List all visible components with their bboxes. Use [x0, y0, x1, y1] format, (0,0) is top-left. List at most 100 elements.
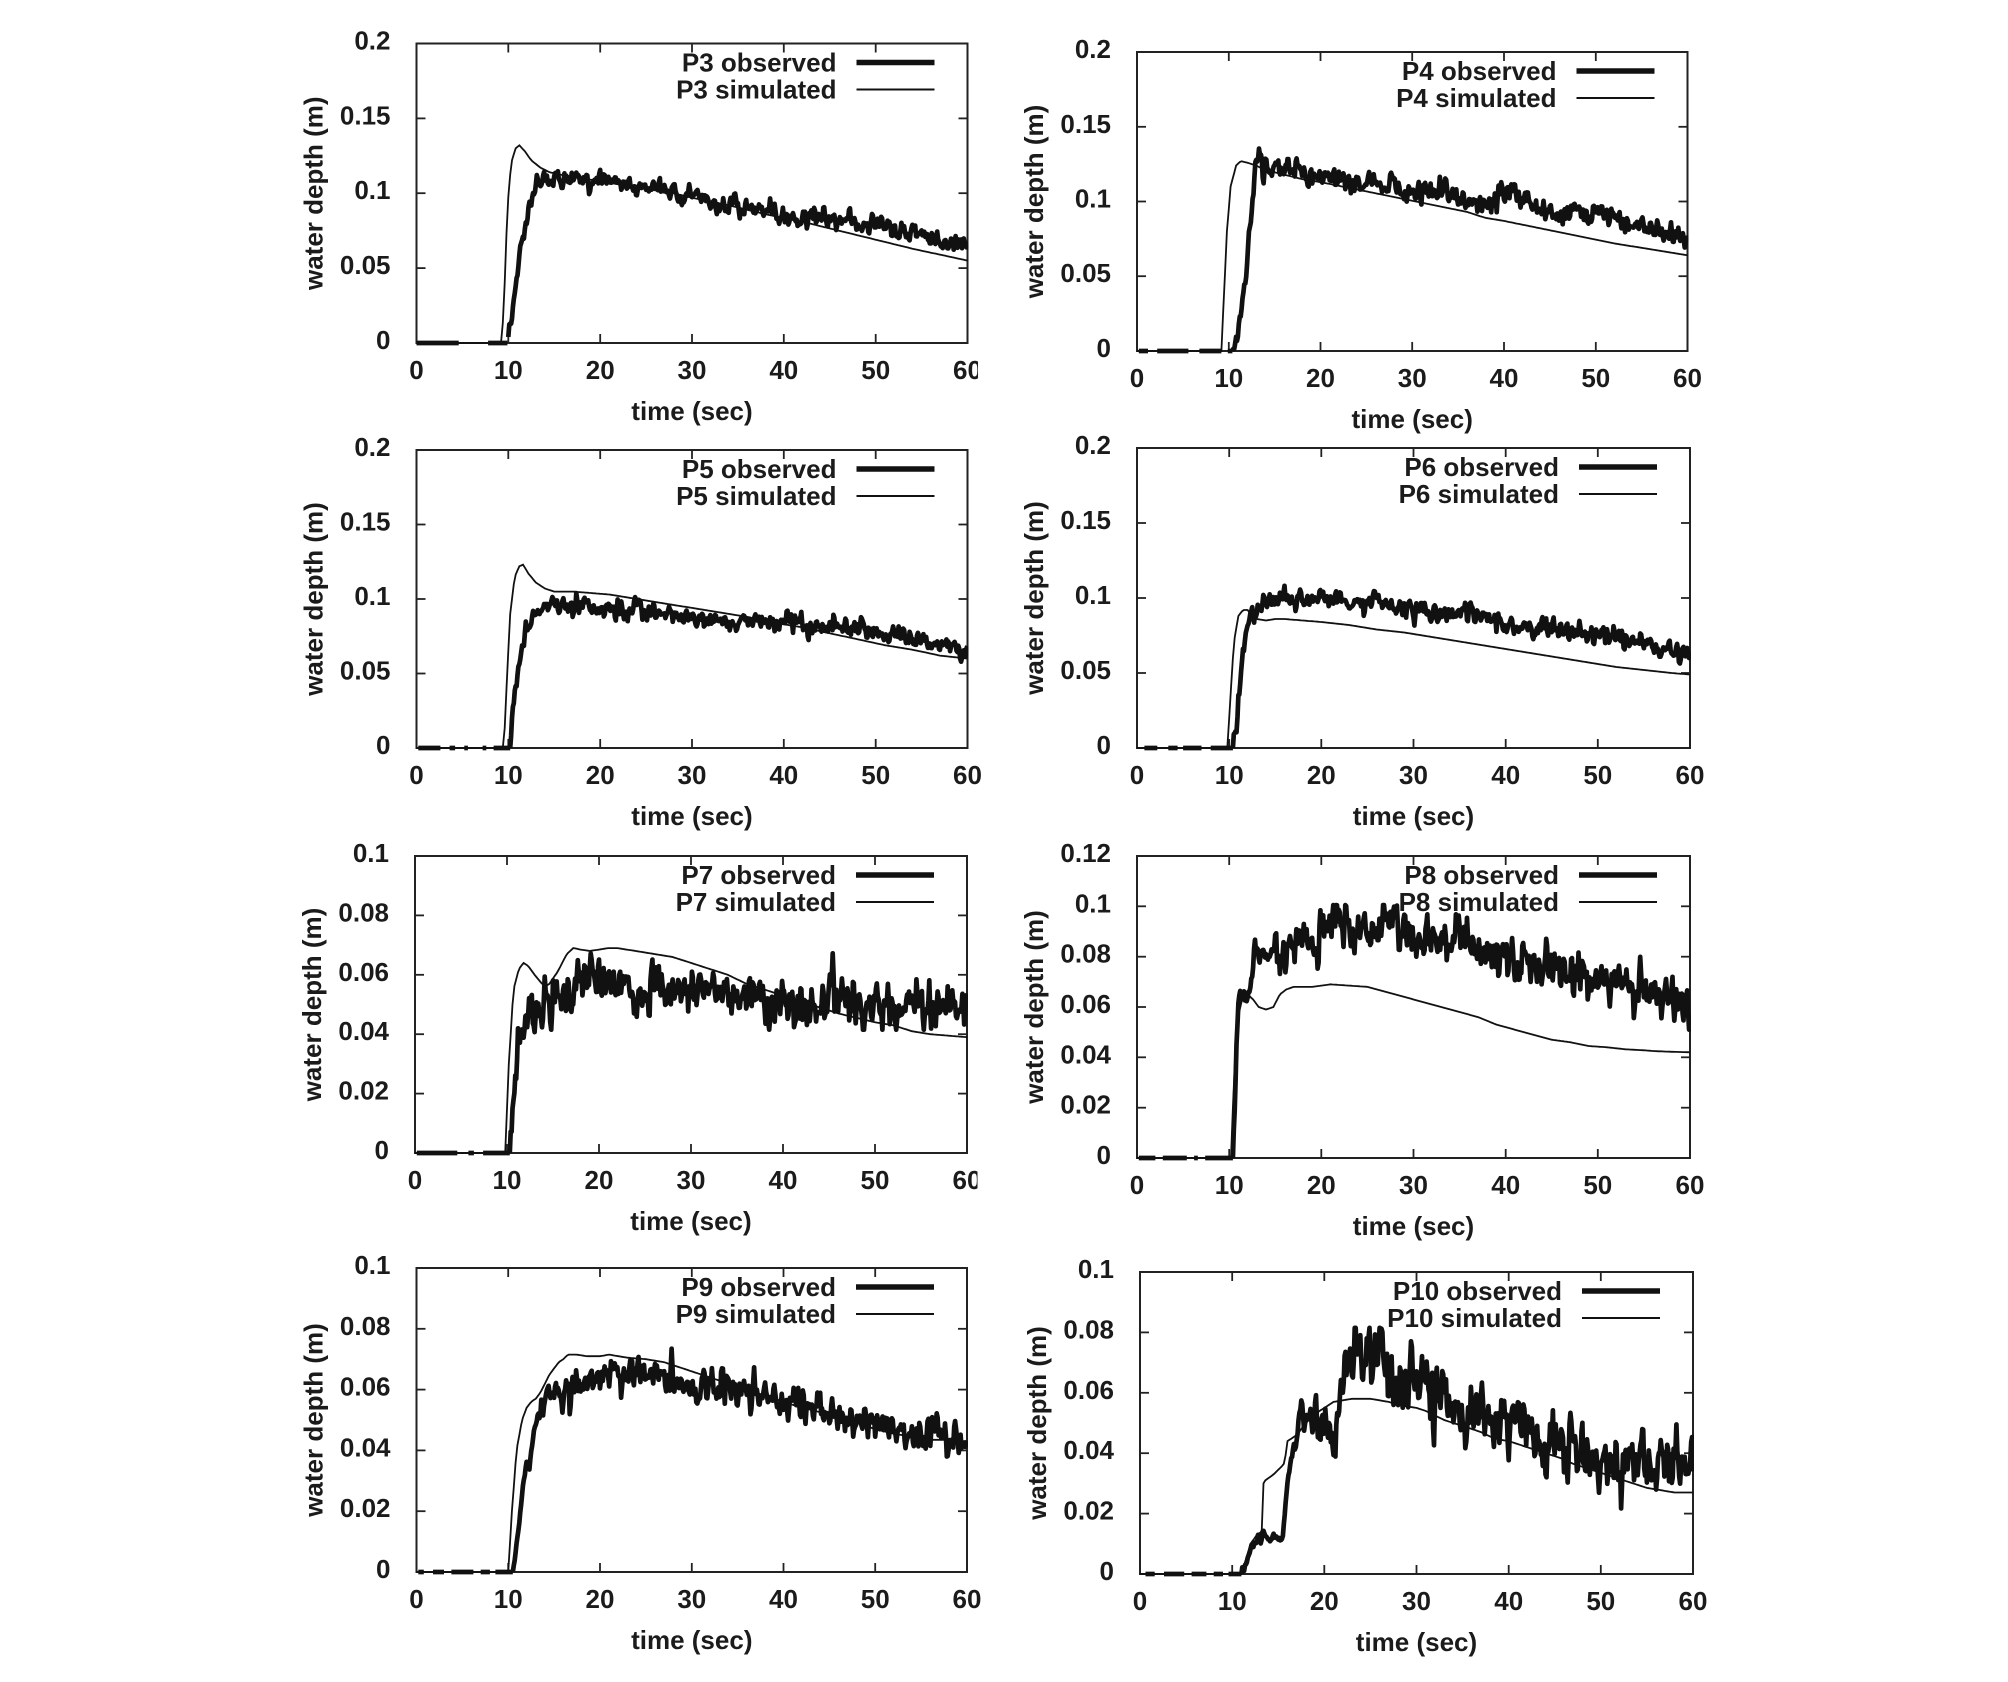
- svg-text:30: 30: [678, 760, 707, 790]
- svg-text:P6 simulated: P6 simulated: [1399, 479, 1559, 509]
- svg-text:40: 40: [1491, 760, 1520, 790]
- svg-text:60: 60: [1676, 760, 1705, 790]
- svg-text:10: 10: [494, 355, 523, 385]
- svg-text:0: 0: [1097, 1140, 1111, 1170]
- svg-text:50: 50: [861, 760, 890, 790]
- svg-text:0.1: 0.1: [354, 1250, 390, 1280]
- svg-text:0.1: 0.1: [354, 175, 390, 205]
- svg-text:30: 30: [1402, 1586, 1431, 1616]
- svg-text:0.06: 0.06: [1063, 1375, 1114, 1405]
- svg-text:20: 20: [1306, 363, 1335, 393]
- svg-text:water depth (m): water depth (m): [299, 96, 329, 291]
- svg-text:water depth (m): water depth (m): [1022, 1326, 1052, 1521]
- svg-text:0.1: 0.1: [353, 838, 389, 868]
- svg-text:0.05: 0.05: [1060, 655, 1111, 685]
- svg-text:P5 simulated: P5 simulated: [676, 481, 836, 511]
- svg-text:40: 40: [1491, 1170, 1520, 1200]
- svg-text:10: 10: [1215, 1170, 1244, 1200]
- svg-text:60: 60: [953, 1165, 982, 1195]
- svg-text:60: 60: [953, 355, 982, 385]
- svg-text:time (sec): time (sec): [631, 1625, 752, 1655]
- svg-text:P10 observed: P10 observed: [1393, 1276, 1562, 1306]
- svg-text:0: 0: [1130, 760, 1144, 790]
- svg-text:P3 observed: P3 observed: [682, 48, 837, 78]
- svg-text:0.02: 0.02: [340, 1493, 391, 1523]
- svg-text:water depth (m): water depth (m): [1019, 910, 1049, 1105]
- svg-text:0.15: 0.15: [1060, 505, 1111, 535]
- svg-text:0: 0: [409, 355, 423, 385]
- svg-text:10: 10: [493, 1165, 522, 1195]
- svg-text:30: 30: [1398, 363, 1427, 393]
- svg-text:0.05: 0.05: [340, 656, 391, 686]
- svg-text:water depth (m): water depth (m): [1019, 501, 1049, 696]
- svg-text:10: 10: [1218, 1586, 1247, 1616]
- svg-text:time (sec): time (sec): [1356, 1627, 1477, 1657]
- svg-text:time (sec): time (sec): [1353, 801, 1474, 831]
- svg-text:0.2: 0.2: [1075, 430, 1111, 460]
- svg-text:30: 30: [678, 355, 707, 385]
- svg-text:P4 simulated: P4 simulated: [1396, 83, 1556, 113]
- svg-text:0: 0: [376, 730, 390, 760]
- svg-text:0.04: 0.04: [340, 1432, 391, 1462]
- svg-text:P6 observed: P6 observed: [1404, 452, 1559, 482]
- svg-text:40: 40: [1494, 1586, 1523, 1616]
- svg-text:0.08: 0.08: [1060, 939, 1111, 969]
- svg-text:60: 60: [1679, 1586, 1708, 1616]
- svg-text:0: 0: [375, 1135, 389, 1165]
- svg-text:30: 30: [1399, 1170, 1428, 1200]
- svg-text:20: 20: [1310, 1586, 1339, 1616]
- svg-text:50: 50: [1583, 760, 1612, 790]
- svg-text:0.06: 0.06: [338, 957, 389, 987]
- svg-text:P8 observed: P8 observed: [1404, 860, 1559, 890]
- svg-text:0.04: 0.04: [1060, 1039, 1111, 1069]
- svg-text:0.04: 0.04: [338, 1016, 389, 1046]
- svg-text:0.12: 0.12: [1060, 838, 1111, 868]
- svg-text:0.1: 0.1: [1078, 1254, 1114, 1284]
- svg-text:40: 40: [769, 355, 798, 385]
- svg-text:time (sec): time (sec): [631, 396, 752, 426]
- svg-text:P8 simulated: P8 simulated: [1399, 887, 1559, 917]
- svg-text:0.2: 0.2: [354, 432, 390, 462]
- svg-text:time (sec): time (sec): [1352, 404, 1473, 434]
- svg-text:60: 60: [953, 760, 982, 790]
- svg-text:50: 50: [1581, 363, 1610, 393]
- svg-text:0: 0: [409, 1584, 423, 1614]
- svg-text:60: 60: [953, 1584, 982, 1614]
- svg-text:0.15: 0.15: [1060, 109, 1111, 139]
- svg-text:0.04: 0.04: [1063, 1435, 1114, 1465]
- svg-text:40: 40: [1490, 363, 1519, 393]
- svg-text:50: 50: [861, 355, 890, 385]
- svg-text:P7 observed: P7 observed: [681, 860, 836, 890]
- svg-text:0: 0: [1130, 363, 1144, 393]
- svg-text:10: 10: [1215, 760, 1244, 790]
- svg-text:30: 30: [677, 1584, 706, 1614]
- svg-text:water depth (m): water depth (m): [1019, 105, 1049, 300]
- svg-text:P5 observed: P5 observed: [682, 454, 837, 484]
- svg-text:0.15: 0.15: [340, 100, 391, 130]
- svg-text:0: 0: [1097, 333, 1111, 363]
- svg-text:water depth (m): water depth (m): [299, 1323, 329, 1518]
- svg-text:30: 30: [677, 1165, 706, 1195]
- svg-text:0.1: 0.1: [354, 581, 390, 611]
- svg-text:0.02: 0.02: [1063, 1496, 1114, 1526]
- svg-text:0: 0: [376, 1554, 390, 1584]
- svg-text:P9 observed: P9 observed: [681, 1272, 836, 1302]
- svg-text:time (sec): time (sec): [1353, 1211, 1474, 1241]
- svg-text:40: 40: [769, 1165, 798, 1195]
- svg-text:10: 10: [494, 1584, 523, 1614]
- svg-text:0.1: 0.1: [1075, 184, 1111, 214]
- svg-text:0.08: 0.08: [340, 1311, 391, 1341]
- svg-text:50: 50: [861, 1165, 890, 1195]
- svg-text:0.05: 0.05: [340, 250, 391, 280]
- svg-text:0.15: 0.15: [340, 507, 391, 537]
- svg-text:P4 observed: P4 observed: [1402, 56, 1557, 86]
- svg-text:10: 10: [494, 760, 523, 790]
- svg-text:50: 50: [1583, 1170, 1612, 1200]
- svg-text:10: 10: [1214, 363, 1243, 393]
- svg-text:0.1: 0.1: [1075, 888, 1111, 918]
- svg-text:0.02: 0.02: [338, 1076, 389, 1106]
- svg-text:40: 40: [769, 1584, 798, 1614]
- svg-text:50: 50: [1586, 1586, 1615, 1616]
- svg-text:0.05: 0.05: [1060, 258, 1111, 288]
- svg-text:20: 20: [1307, 1170, 1336, 1200]
